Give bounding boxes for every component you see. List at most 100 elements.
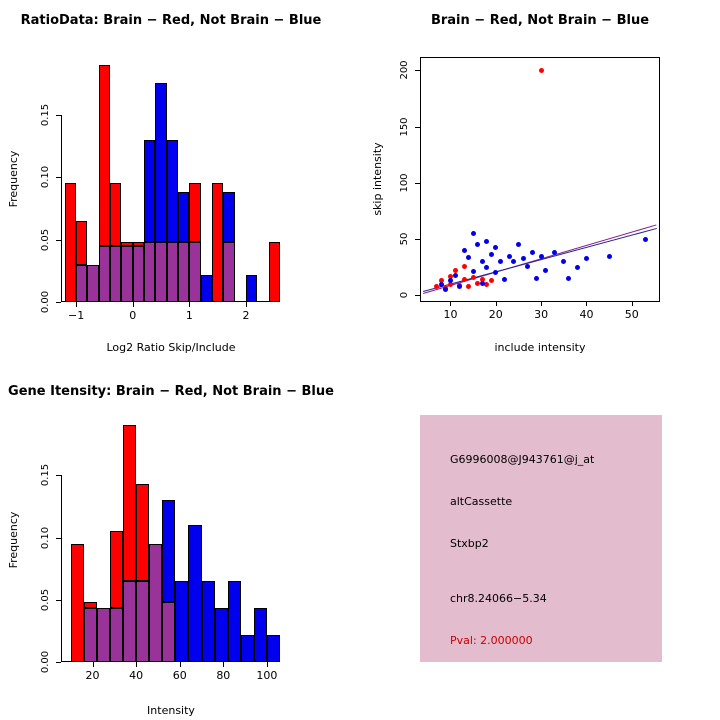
histogram-bar-overlap [87,264,99,302]
histogram-bar-overlap [178,242,190,302]
histogram-bar [188,525,202,662]
panel-gene-intensity-histogram: Gene Itensity: Brain − Red, Not Brain − … [0,360,360,720]
scatter-point [529,250,535,256]
scatter-point [434,283,440,289]
histogram-bar-overlap [96,608,110,662]
x-axis-tick [136,662,138,667]
histogram-bar [214,608,228,662]
scatter-point [525,263,531,269]
x-tick-label: 40 [579,308,594,321]
scatter-point [606,253,612,259]
histogram-bar-overlap [98,245,111,302]
histogram-bar [253,608,267,662]
histogram-bar-overlap [132,245,145,302]
scatter-point [479,259,485,265]
y-tick-label: 0.10 [40,526,51,549]
histogram-bar [64,183,77,302]
histogram-bar [98,64,111,246]
x-tick-label: 40 [129,669,144,682]
gene-histogram-xlabel: Intensity [147,704,195,717]
scatter-point [488,252,494,258]
x-tick-label: 80 [216,669,231,682]
scatter-point [538,67,544,73]
y-axis-tick [56,302,61,303]
y-axis-line [61,114,62,302]
histogram-bar [76,220,88,265]
histogram-bar [200,274,213,302]
y-axis-tick [415,239,420,241]
x-tick-label: 50 [624,308,639,321]
histogram-bar-overlap [162,602,176,662]
y-tick-label: 50 [399,232,410,246]
y-axis-tick [56,177,61,178]
y-axis-tick [415,182,420,184]
x-axis-line [62,301,280,302]
intensity-scatter-plot: 10 20 30 40 50 0 50 100 150 200 [399,57,660,321]
scatter-point [506,253,512,259]
histogram-bar-overlap [121,245,133,302]
histogram-bar [162,500,176,603]
x-axis-tick [223,662,225,667]
histogram-bar [266,634,280,662]
histogram-bar-overlap [166,242,179,302]
scatter-point [493,244,499,250]
scatter-point [443,287,449,293]
y-tick-label: 200 [399,60,410,80]
histogram-bar [189,183,201,242]
y-axis-tick [415,126,420,128]
gene-name: Stxbp2 [450,537,489,550]
scatter-point [497,259,503,265]
scatter-xlabel: include intensity [494,341,586,354]
x-tick-label: 20 [85,669,100,682]
y-axis-tick [56,239,61,241]
x-tick-label: 30 [534,308,549,321]
x-tick-label: 100 [256,669,278,682]
scatter-point [561,259,567,265]
ratio-histogram-ylabel: Frequency [7,150,20,208]
histogram-bar-overlap [136,581,150,662]
y-tick-label: 0.05 [40,588,51,611]
x-axis-tick [631,301,633,306]
x-axis-tick [246,302,248,307]
scatter-point [447,273,453,279]
histogram-bar-overlap [83,608,97,662]
splice-event-type: altCassette [450,495,513,508]
scatter-point [461,247,467,253]
histogram-bar [175,581,189,662]
x-axis-tick [266,662,268,667]
y-tick-label: 0 [399,292,410,299]
x-tick-label: 20 [488,308,503,321]
histogram-bar-overlap [149,543,163,662]
scatter-point [466,254,472,260]
scatter-point [574,264,580,270]
y-axis-line [61,475,62,662]
histogram-bar [246,274,258,302]
gene-histogram-title: Gene Itensity: Brain − Red, Not Brain − … [8,384,334,399]
x-tick-label: 0 [129,309,137,322]
x-tick-label: 10 [443,308,458,321]
ratio-histogram-title: RatioData: Brain − Red, Not Brain − Blue [20,13,322,28]
gene-histogram-ylabel: Frequency [7,511,20,569]
scatter-point [466,283,472,289]
panel-ratio-histogram: RatioData: Brain − Red, Not Brain − Blue… [0,0,360,360]
scatter-point [438,278,444,284]
y-tick-label: 0.00 [40,290,51,314]
probe-id: G6996008@J943761@j_at [450,453,595,466]
x-axis-tick [132,302,134,307]
x-tick-label: −1 [68,309,85,322]
x-axis-tick [189,302,191,307]
histogram-bar [223,192,235,242]
scatter-point [470,274,476,280]
scatter-ylabel: skip intensity [371,142,384,216]
y-tick-label: 0.15 [40,103,51,126]
x-tick-label: 2 [242,309,250,322]
scatter-title: Brain − Red, Not Brain − Blue [430,13,650,28]
x-axis-tick [450,301,452,306]
scatter-point [583,255,589,261]
info-box: G6996008@J943761@j_at altCassette Stxbp2… [420,415,662,662]
x-axis-tick [179,662,181,667]
x-axis-line [62,661,280,662]
scatter-point [484,281,490,287]
x-axis-tick [495,301,497,306]
scatter-point [520,255,526,261]
